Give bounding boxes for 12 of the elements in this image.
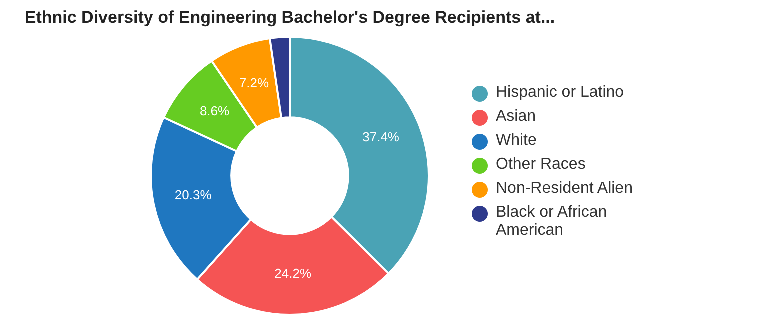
legend-label: Hispanic or Latino: [496, 84, 624, 102]
data-label: 7.2%: [239, 76, 270, 91]
chart-title: Ethnic Diversity of Engineering Bachelor's Degree Recipients at...: [24, 8, 556, 28]
legend-label: Non-Resident Alien: [496, 180, 633, 198]
data-label: 8.6%: [200, 104, 230, 119]
data-label: 20.3%: [174, 188, 212, 203]
legend-label: White: [496, 132, 537, 150]
data-label: 37.4%: [362, 130, 400, 145]
legend-label: Black or African American: [496, 204, 608, 240]
data-label: 24.2%: [274, 266, 312, 282]
legend-label: Asian: [496, 108, 536, 126]
legend-label: Other Races: [496, 156, 586, 174]
